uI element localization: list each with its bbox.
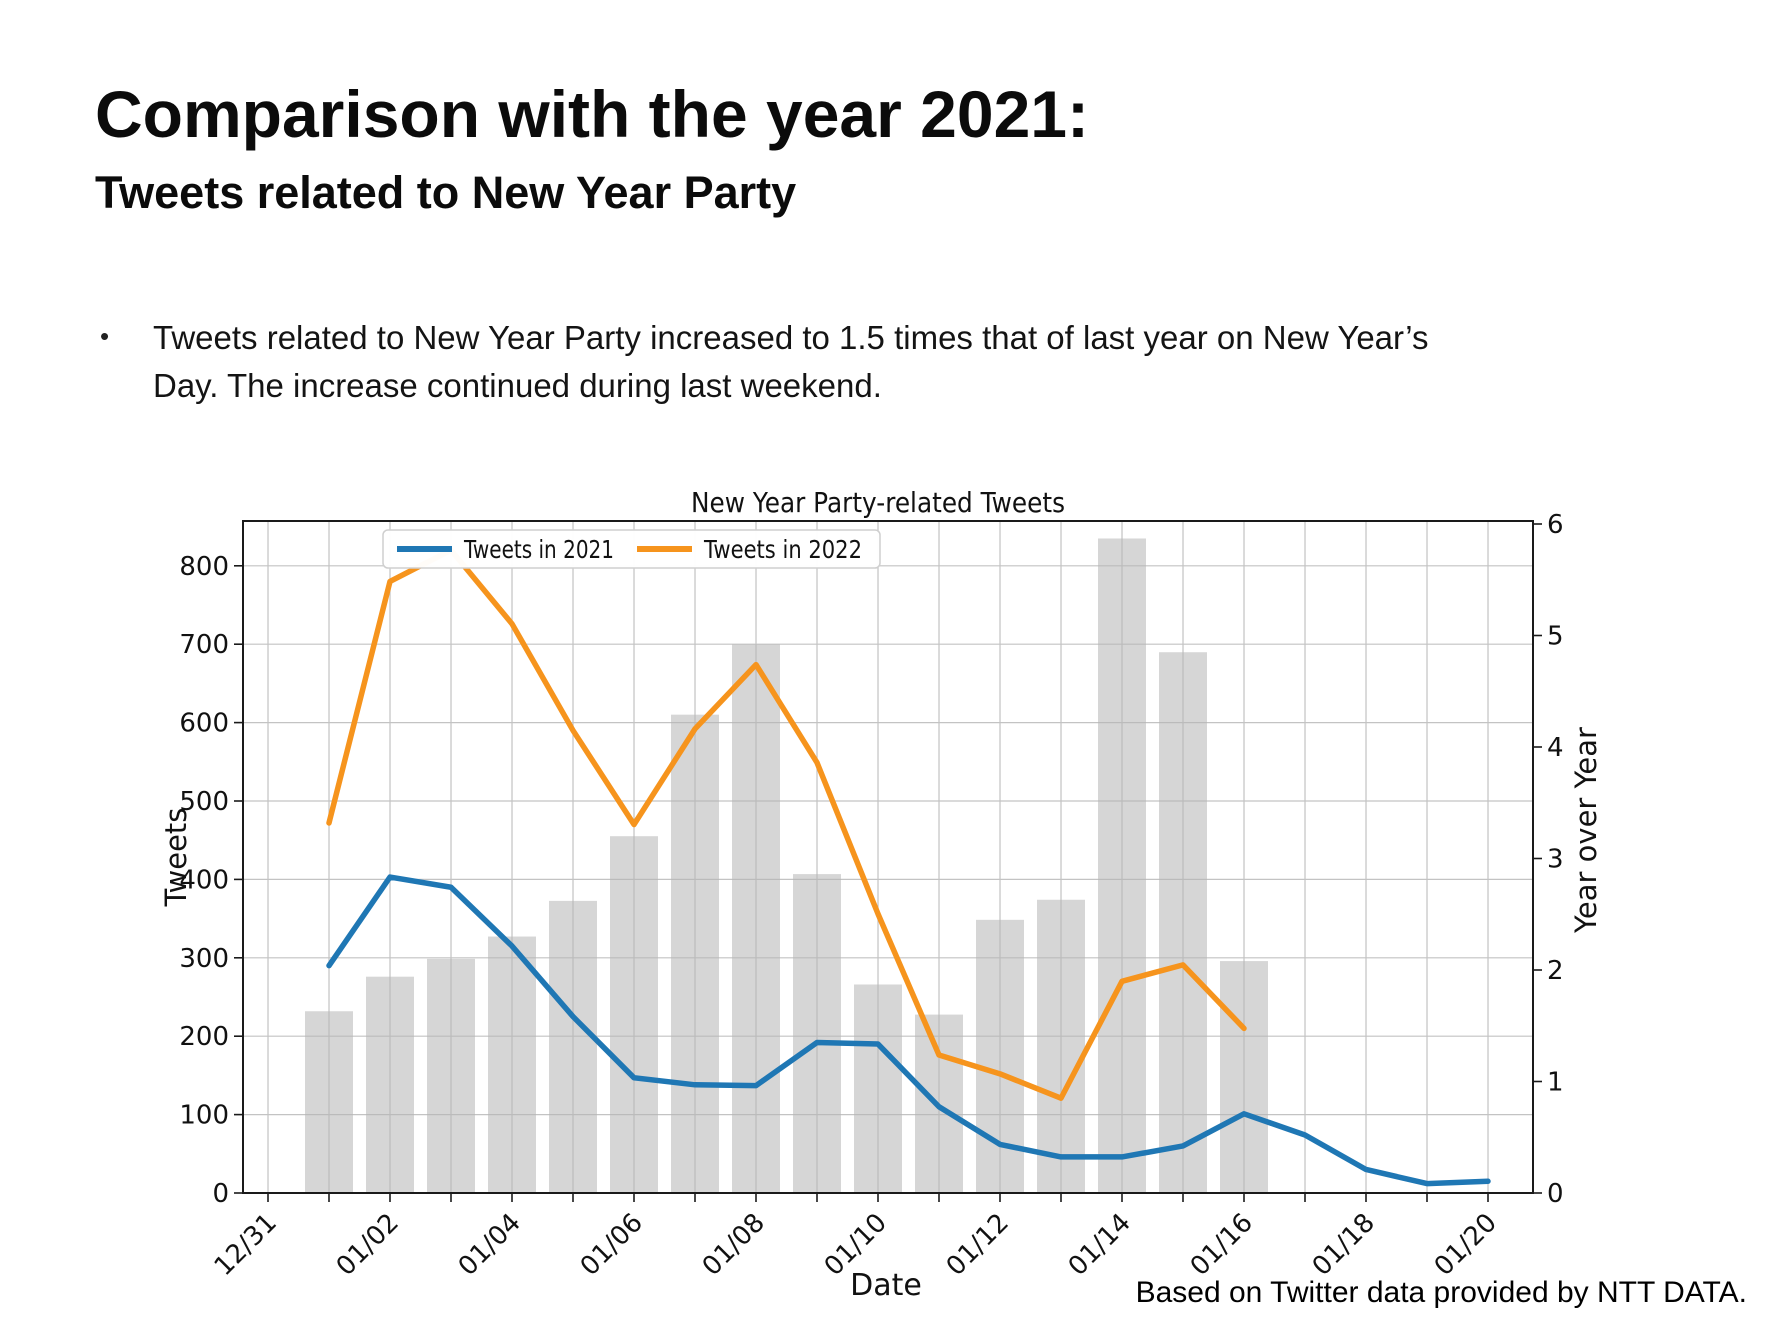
x-tick-label: 01/06 [575,1208,649,1282]
tick-marks [234,523,1542,1202]
plot-border [242,520,1534,1194]
bullet-line-2: Day. The increase continued during last … [153,367,882,404]
x-tick-label: 01/16 [1185,1208,1259,1282]
bullet-icon: • [100,321,110,351]
x-tick-label: 01/04 [453,1208,527,1282]
y-tick-label-right: 1 [1547,1068,1564,1098]
x-tick-label: 01/12 [941,1208,1015,1282]
x-tick-label: 01/18 [1307,1208,1381,1282]
y-tick-label-left: 100 [179,1101,229,1131]
y-tick-label-left: 700 [179,630,229,660]
legend: Tweets in 2021 Tweets in 2022 [382,529,881,569]
legend-label-2022: Tweets in 2022 [703,535,862,564]
bullet-text: Tweets related to New Year Party increas… [153,314,1428,410]
y-tick-label-left: 400 [179,865,229,895]
y-tick-label-right: 0 [1547,1179,1564,1209]
legend-label-2021: Tweets in 2021 [463,535,614,564]
x-tick-label: 01/08 [697,1208,771,1282]
y-axis-label-left: Tweets [159,808,193,908]
y-tick-label-left: 800 [179,552,229,582]
y-axis-label-right: Year over Year [1569,727,1603,934]
y-tick-label-right: 3 [1547,845,1564,875]
page-subtitle: Tweets related to New Year Party [95,167,797,218]
x-tick-label: 01/02 [331,1208,405,1282]
chart-title: New Year Party-related Tweets [691,486,1065,519]
bullet-line-1: Tweets related to New Year Party increas… [153,319,1429,356]
y-tick-label-left: 500 [179,787,229,817]
bars-year-over-year [305,538,1268,1193]
x-tick-label: 12/31 [209,1208,283,1282]
y-tick-label-left: 0 [212,1179,229,1209]
source-note: Based on Twitter data provided by NTT DA… [1135,1276,1747,1309]
legend-box [382,529,881,569]
y-tick-label-left: 200 [179,1022,229,1052]
y-tick-label-right: 5 [1547,622,1564,652]
x-axis-label: Date [850,1268,922,1303]
y-tick-label-left: 600 [179,709,229,739]
line-tweets-2022 [326,547,1247,1101]
y-tick-label-left: 300 [179,944,229,974]
page-title: Comparison with the year 2021: [95,77,1089,151]
line-tweets-2021 [326,874,1491,1187]
x-tick-label: 01/14 [1063,1208,1137,1282]
y-tick-label-right: 2 [1547,956,1564,986]
y-tick-label-right: 6 [1547,510,1564,540]
x-tick-label: 01/20 [1429,1208,1503,1282]
y-tick-label-right: 4 [1547,733,1564,763]
gridlines [243,521,1533,1193]
